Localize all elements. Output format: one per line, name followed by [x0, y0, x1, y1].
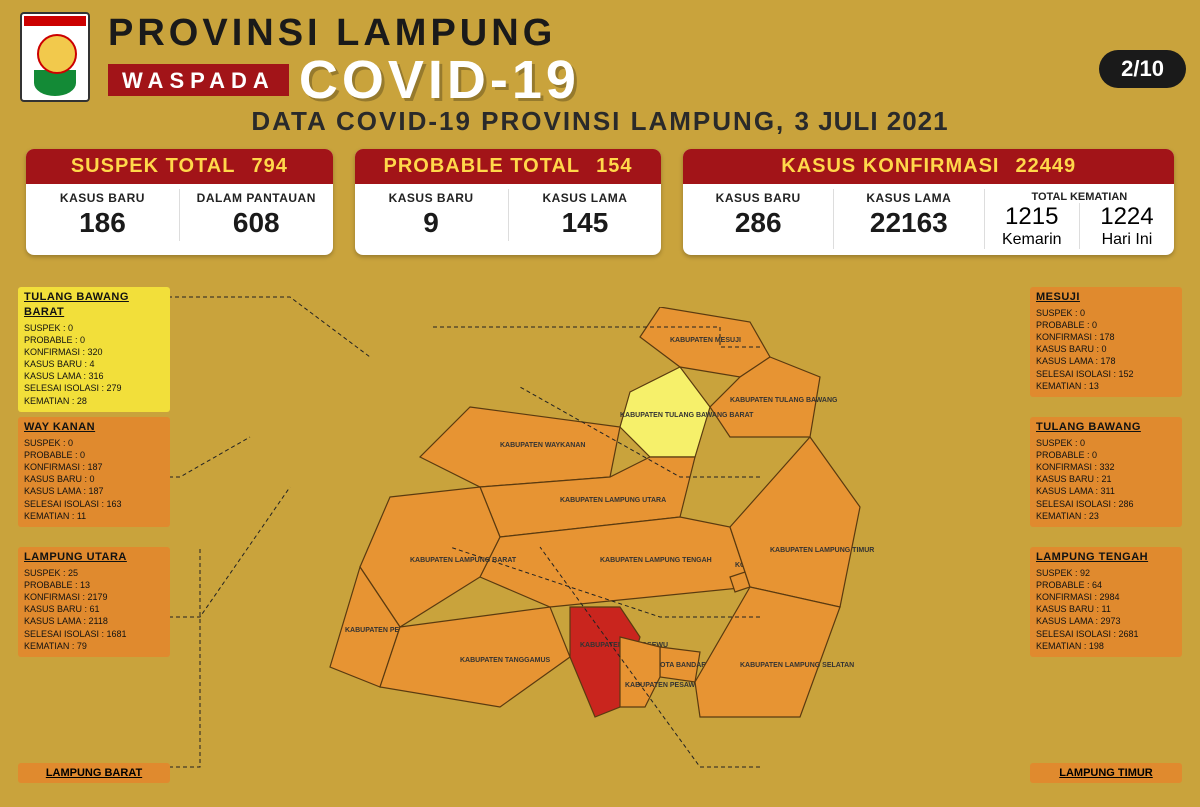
province-emblem	[20, 12, 90, 102]
card-head-value: 22449	[1015, 155, 1076, 177]
map-region	[730, 437, 860, 607]
death-sub: Kemarin	[985, 231, 1079, 249]
map-region-label: KABUPATEN LAMPUNG UTARA	[560, 497, 666, 504]
province-map: KABUPATEN MESUJI KABUPATEN TULANG BAWANG K…	[300, 307, 900, 747]
map-region-label: KABUPATEN TULANG BAWANG	[730, 397, 838, 404]
card-head-label: KASUS KONFIRMASI	[781, 155, 999, 177]
map-area: KABUPATEN MESUJI KABUPATEN TULANG BAWANG K…	[0, 267, 1200, 807]
region-name: TULANG BAWANG	[1036, 420, 1176, 435]
region-box: MESUJISUSPEK : 0PROBABLE : 0KONFIRMASI :…	[1030, 287, 1182, 397]
card-konfirmasi: KASUS KONFIRMASI 22449 KASUS BARU 286 KASU…	[683, 149, 1174, 255]
cell-value: 145	[511, 207, 660, 239]
cell-value: 9	[357, 207, 506, 239]
card-head-label: SUSPEK TOTAL	[71, 155, 236, 177]
cell-value: 186	[28, 207, 177, 239]
region-header-right-stub: LAMPUNG TIMUR	[1030, 763, 1182, 783]
subtitle-date: 3 JULI 2021	[795, 106, 949, 136]
map-region	[695, 587, 840, 717]
region-header-left-stub: LAMPUNG BARAT	[18, 763, 170, 783]
cell-label: KASUS LAMA	[511, 191, 660, 205]
card-head-value: 154	[596, 155, 632, 177]
region-name: LAMPUNG BARAT	[24, 767, 164, 779]
leader-line	[155, 487, 290, 617]
death-today: 1224	[1080, 203, 1174, 231]
region-name: LAMPUNG UTARA	[24, 550, 164, 565]
alert-label: WASPADA	[108, 64, 289, 96]
region-box: LAMPUNG TENGAHSUSPEK : 92PROBABLE : 64KO…	[1030, 547, 1182, 657]
header: PROVINSI LAMPUNG WASPADA COVID-19	[0, 0, 1200, 100]
map-region	[620, 637, 660, 707]
map-region-label: KABUPATEN TANGGAMUS	[460, 657, 551, 664]
region-box: WAY KANANSUSPEK : 0PROBABLE : 0KONFIRMAS…	[18, 417, 170, 527]
region-name: LAMPUNG TENGAH	[1036, 550, 1176, 565]
covid-heading: COVID-19	[299, 49, 580, 111]
cell-label: DALAM PANTAUAN	[182, 191, 331, 205]
page-indicator: 2/10	[1099, 50, 1186, 88]
cell-label: KASUS BARU	[357, 191, 506, 205]
region-name: MESUJI	[1036, 290, 1176, 305]
cell-value: 22163	[836, 207, 982, 239]
map-region-label: KABUPATEN LAMPUNG BARAT	[410, 557, 517, 564]
cell-value: 608	[182, 207, 331, 239]
summary-cards: SUSPEK TOTAL 794 KASUS BARU 186 DALAM PANT…	[0, 137, 1200, 267]
region-name: WAY KANAN	[24, 420, 164, 435]
card-head-label: PROBABLE TOTAL	[384, 155, 581, 177]
death-sub: Hari Ini	[1080, 231, 1174, 249]
map-region-label: KABUPATEN LAMPUNG TIMUR	[770, 547, 874, 554]
map-region-label: KABUPATEN LAMPUNG SELATAN	[740, 662, 854, 669]
map-region-label: KABUPATEN TULANG BAWANG BARAT	[620, 412, 754, 419]
death-label: TOTAL KEMATIAN	[985, 189, 1174, 203]
cell-value: 286	[685, 207, 831, 239]
cell-label: KASUS BARU	[685, 191, 831, 205]
region-box: TULANG BAWANGSUSPEK : 0PROBABLE : 0KONFI…	[1030, 417, 1182, 527]
cell-label: KASUS LAMA	[836, 191, 982, 205]
map-region-label: KABUPATEN LAMPUNG TENGAH	[600, 557, 712, 564]
title-block: PROVINSI LAMPUNG WASPADA COVID-19	[108, 12, 1180, 111]
map-region-label: KABUPATEN WAYKANAN	[500, 442, 585, 449]
cell-label: KASUS BARU	[28, 191, 177, 205]
subtitle-text: DATA COVID-19 PROVINSI LAMPUNG,	[251, 106, 785, 136]
region-box: LAMPUNG UTARASUSPEK : 25PROBABLE : 13KON…	[18, 547, 170, 657]
region-name: TULANG BAWANG BARAT	[24, 290, 164, 320]
card-probable: PROBABLE TOTAL 154 KASUS BARU 9 KASUS LAMA…	[355, 149, 662, 255]
region-name: LAMPUNG TIMUR	[1036, 767, 1176, 779]
map-region-label: KABUPATEN MESUJI	[670, 337, 741, 344]
region-box: TULANG BAWANG BARATSUSPEK : 0PROBABLE : …	[18, 287, 170, 412]
card-suspek: SUSPEK TOTAL 794 KASUS BARU 186 DALAM PANT…	[26, 149, 333, 255]
card-head-value: 794	[251, 155, 287, 177]
death-yesterday: 1215	[985, 203, 1079, 231]
